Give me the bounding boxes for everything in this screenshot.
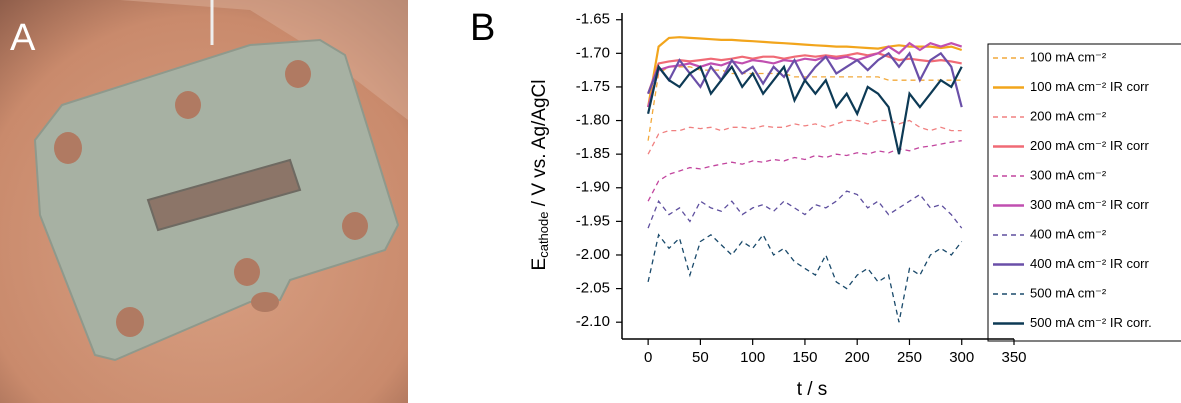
y-axis-title-part: E <box>529 258 550 271</box>
photo-holes <box>54 60 368 337</box>
x-tick-label: 300 <box>949 349 974 366</box>
y-tick-label: -1.75 <box>576 78 610 95</box>
x-tick-label: 150 <box>792 349 817 366</box>
photo-window <box>146 158 302 232</box>
legend-label: 100 mA cm⁻² IR corr <box>1030 79 1149 94</box>
x-tick-label: 100 <box>740 349 765 366</box>
series-line <box>647 36 963 108</box>
y-tick-label: -2.10 <box>576 313 610 330</box>
y-axis-title-part: / V vs. Ag/AgCl <box>529 80 550 212</box>
y-tick-label: -2.00 <box>576 246 610 263</box>
y-tick-label: -1.85 <box>576 145 610 162</box>
legend-box <box>987 43 1181 342</box>
legend-label: 200 mA cm⁻² <box>1030 108 1107 123</box>
legend-label: 300 mA cm⁻² <box>1030 167 1107 182</box>
y-axis-title-sub: cathode <box>536 212 551 258</box>
series-line <box>647 140 962 202</box>
photo-hand <box>120 0 408 120</box>
y-tick-label: -1.80 <box>576 112 610 129</box>
legend-label: 300 mA cm⁻² IR corr <box>1030 197 1149 212</box>
series-line <box>647 64 963 155</box>
x-tick-label: 0 <box>644 349 652 366</box>
series-line <box>647 233 963 323</box>
panel-label: B <box>470 7 495 49</box>
x-tick-label: 350 <box>1001 349 1026 366</box>
legend-label: 400 mA cm⁻² <box>1030 226 1107 241</box>
series-line <box>647 119 962 155</box>
y-tick-label: -2.05 <box>576 280 610 297</box>
series-line <box>647 41 963 108</box>
legend-label: 200 mA cm⁻² IR corr <box>1030 138 1149 153</box>
y-axis-title: Ecathode / V vs. Ag/AgCl <box>529 80 551 271</box>
series-line <box>647 190 963 229</box>
photo: A <box>0 0 408 403</box>
series-line <box>647 52 962 95</box>
y-tick-label: -1.65 <box>576 11 610 28</box>
y-tick-label: -1.70 <box>576 44 610 61</box>
y-tick-label: -1.90 <box>576 179 610 196</box>
y-tick-label: -1.95 <box>576 212 610 229</box>
x-axis-title: t / s <box>797 379 828 400</box>
panel-label: A <box>10 17 36 59</box>
x-tick-label: 200 <box>845 349 870 366</box>
x-tick-label: 50 <box>692 349 709 366</box>
legend-label: 400 mA cm⁻² IR corr <box>1030 256 1149 271</box>
series-line <box>647 66 962 141</box>
legend-label: 500 mA cm⁻² <box>1030 285 1107 300</box>
legend-label: 500 mA cm⁻² IR corr. <box>1030 315 1152 330</box>
legend-label: 100 mA cm⁻² <box>1030 49 1107 64</box>
x-tick-label: 250 <box>897 349 922 366</box>
